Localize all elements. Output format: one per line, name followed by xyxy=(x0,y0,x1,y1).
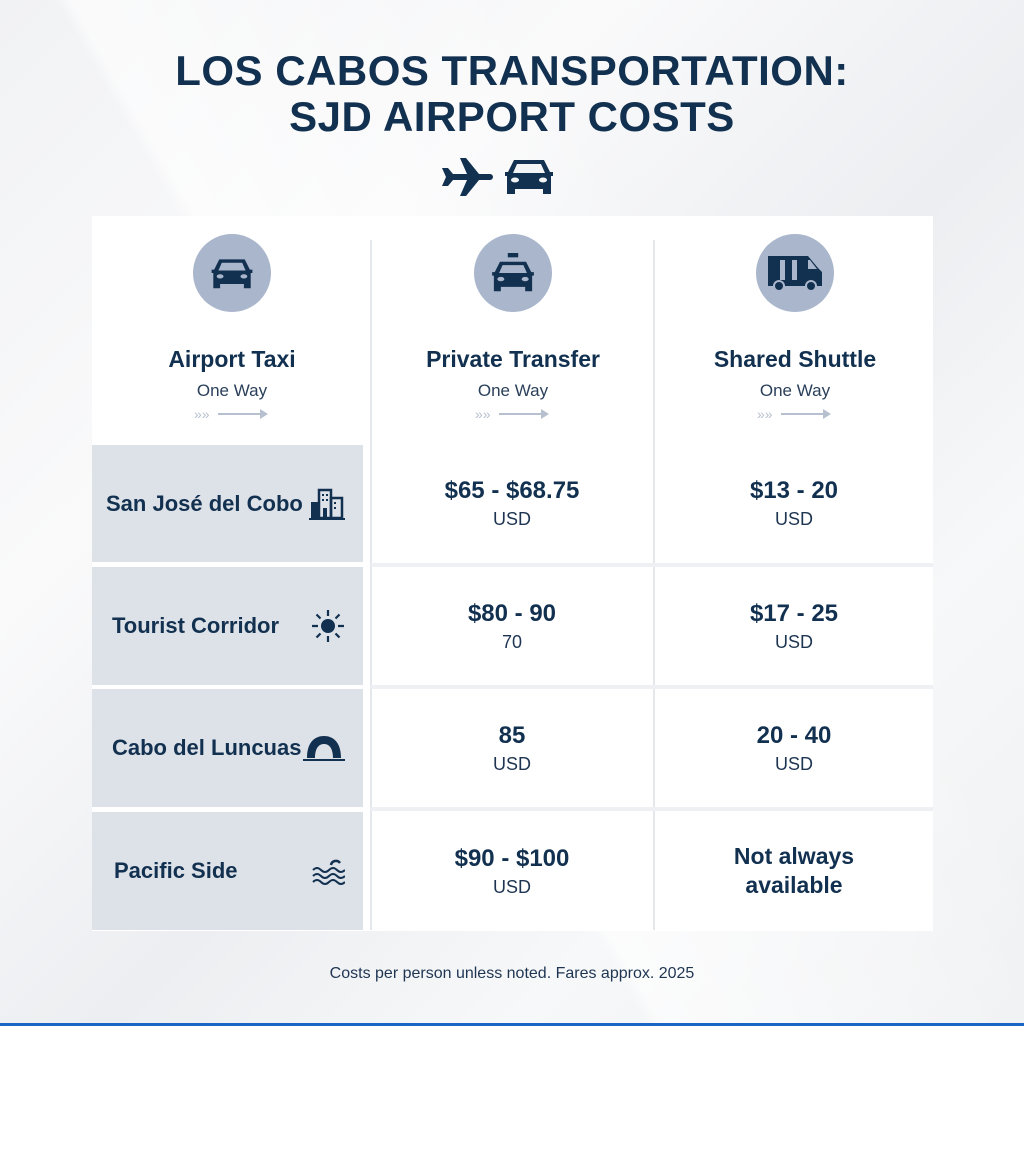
svg-text:»»: »» xyxy=(757,407,773,421)
price-unit: 70 xyxy=(501,631,523,652)
price-cell: $90 - $100 USD xyxy=(373,812,651,930)
taxi-icon xyxy=(474,234,552,312)
title-line-2: SJD AIRPORT COSTS xyxy=(289,93,735,140)
price-value: Not always available xyxy=(733,843,855,898)
price-cell: $80 - 90 70 xyxy=(373,567,651,685)
price-value: $90 - $100 xyxy=(454,844,570,872)
buildings-icon xyxy=(309,488,345,520)
price-cell: $65 - $68.75 USD xyxy=(373,445,651,562)
car-icon xyxy=(505,160,553,194)
column-divider xyxy=(370,240,372,930)
column-subtitle: One Way xyxy=(759,381,831,400)
footnote: Costs per person unless noted. Fares app… xyxy=(329,965,695,982)
column-header-airport-taxi: Airport Taxi One Way »» xyxy=(92,234,372,422)
price-unit: USD xyxy=(774,753,813,774)
price-value: $80 - 90 xyxy=(467,599,557,627)
arrow-icon: »» xyxy=(373,406,653,422)
page-title: LOS CABOS TRANSPORTATION: SJD AIRPORT CO… xyxy=(0,48,1024,140)
row-label-cabo-del-luncuas: Cabo del Luncuas xyxy=(92,689,363,807)
price-cell: $13 - 20 USD xyxy=(655,445,933,562)
svg-text:»»: »» xyxy=(475,407,491,421)
row-divider xyxy=(371,807,933,811)
column-subtitle: One Way xyxy=(196,381,268,400)
price-cell: Not always available xyxy=(655,812,933,930)
row-label-text: Tourist Corridor xyxy=(112,613,280,638)
sun-icon xyxy=(312,610,344,642)
price-cell: 85 USD xyxy=(373,689,651,807)
column-title: Private Transfer xyxy=(426,346,600,372)
column-subtitle: One Way xyxy=(477,381,549,400)
row-label-tourist-corridor: Tourist Corridor xyxy=(92,567,363,685)
arch-icon xyxy=(303,736,345,761)
price-unit: USD xyxy=(774,509,813,529)
van-icon xyxy=(756,234,834,312)
column-header-shared-shuttle: Shared Shuttle One Way »» xyxy=(655,234,935,422)
price-unit: USD xyxy=(492,753,531,774)
row-label-text: Cabo del Luncuas xyxy=(112,735,302,760)
row-label-pacific-side: Pacific Side xyxy=(92,812,363,930)
arrow-icon: »» xyxy=(655,406,935,422)
price-unit: USD xyxy=(492,876,531,897)
row-label-text: San José del Cobo xyxy=(106,490,303,516)
accent-line xyxy=(0,1023,1024,1026)
airplane-icon xyxy=(442,158,493,196)
price-value: 85 xyxy=(498,721,526,749)
row-label-san-jose: San José del Cobo xyxy=(92,445,363,562)
price-unit: USD xyxy=(774,631,813,652)
column-divider xyxy=(653,240,655,930)
row-label-text: Pacific Side xyxy=(114,858,238,883)
row-divider xyxy=(371,685,933,689)
column-header-private-transfer: Private Transfer One Way »» xyxy=(373,234,653,422)
arrow-icon: »» xyxy=(92,406,372,422)
row-divider xyxy=(371,563,933,567)
price-value: 20 - 40 xyxy=(756,721,832,749)
price-value: $13 - 20 xyxy=(749,477,839,504)
title-icons xyxy=(440,156,554,196)
svg-text:»»: »» xyxy=(194,407,210,421)
waves-icon xyxy=(312,859,345,885)
price-cell: 20 - 40 USD xyxy=(655,689,933,807)
car-icon xyxy=(193,234,271,312)
title-line-1: LOS CABOS TRANSPORTATION: xyxy=(175,47,849,94)
price-unit: USD xyxy=(492,509,531,529)
column-title: Shared Shuttle xyxy=(713,346,877,372)
column-title: Airport Taxi xyxy=(168,346,296,372)
price-value: $65 - $68.75 xyxy=(444,477,580,504)
price-value: $17 - 25 xyxy=(749,599,839,627)
price-cell: $17 - 25 USD xyxy=(655,567,933,685)
